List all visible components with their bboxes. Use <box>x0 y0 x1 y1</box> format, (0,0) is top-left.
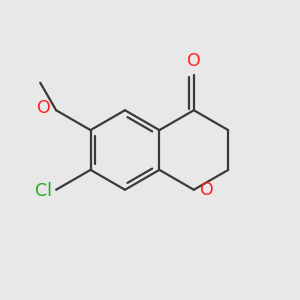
Text: O: O <box>200 181 214 199</box>
Text: Cl: Cl <box>35 182 52 200</box>
Text: O: O <box>37 99 51 117</box>
Text: O: O <box>187 52 201 70</box>
